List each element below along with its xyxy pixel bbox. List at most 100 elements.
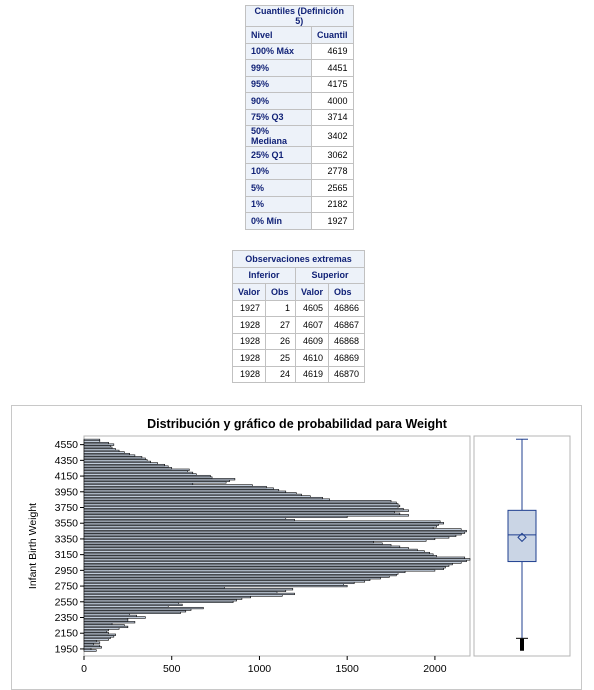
quantile-row: 95% 4175 [245, 75, 354, 93]
x-tick-label: 2000 [423, 663, 447, 675]
quantile-value: 3714 [311, 108, 354, 126]
quantile-level: 5% [245, 179, 312, 197]
extremes-upper-label: Superior [295, 266, 366, 284]
quantile-row: 90% 4000 [245, 92, 354, 110]
x-tick-label: 1000 [248, 663, 272, 675]
quantile-level: 25% Q1 [245, 146, 312, 164]
extremes-col-low-obs: Obs [265, 283, 297, 301]
quantile-row: 99% 4451 [245, 59, 354, 77]
quantile-level: 95% [245, 75, 312, 93]
y-tick-label: 2350 [55, 612, 79, 624]
y-tick-label: 3750 [55, 502, 79, 514]
extremes-table: Observaciones extremas Inferior Superior… [231, 250, 366, 383]
extremes-col-high-value: Valor [295, 283, 330, 301]
extreme-high-obs: 46870 [328, 365, 366, 383]
quantile-level: 100% Máx [245, 42, 312, 60]
y-tick-label: 4350 [55, 455, 79, 467]
quantile-value: 3402 [311, 125, 354, 147]
quantiles-col-level: Nivel [245, 26, 312, 44]
y-tick-label: 3950 [55, 486, 79, 498]
x-tick-label: 500 [163, 663, 181, 675]
quantile-level: 10% [245, 162, 312, 180]
quantile-value: 1927 [311, 212, 354, 230]
quantile-value: 3062 [311, 146, 354, 164]
extreme-high-obs: 46868 [328, 332, 366, 350]
y-tick-label: 4150 [55, 471, 79, 483]
quantiles-title: Cuantiles (Definición 5) [245, 5, 354, 27]
quantile-row: 50% Mediana 3402 [245, 125, 354, 147]
quantile-row: 10% 2778 [245, 162, 354, 180]
extreme-row: 1928 27 4607 46867 [231, 316, 366, 334]
extreme-low-value: 1927 [231, 299, 267, 317]
quantile-row: 75% Q3 3714 [245, 108, 354, 126]
boxplot-mean-marker [517, 532, 527, 543]
histogram-bar [83, 438, 101, 442]
extreme-low-value: 1928 [231, 332, 267, 350]
quantiles-col-value: Cuantil [311, 26, 354, 44]
extreme-high-value: 4609 [295, 332, 330, 350]
quantile-level: 0% Mín [245, 212, 312, 230]
extreme-low-obs: 24 [265, 365, 297, 383]
extreme-low-obs: 25 [265, 349, 297, 367]
quantile-value: 4175 [311, 75, 354, 93]
extreme-row: 1928 24 4619 46870 [231, 365, 366, 383]
extreme-high-value: 4605 [295, 299, 330, 317]
extreme-high-obs: 46866 [328, 299, 366, 317]
extremes-col-high-obs: Obs [328, 283, 366, 301]
extreme-high-obs: 46869 [328, 349, 366, 367]
quantile-level: 99% [245, 59, 312, 77]
extreme-low-obs: 1 [265, 299, 297, 317]
boxplot [507, 438, 537, 651]
extreme-low-value: 1928 [231, 365, 267, 383]
extreme-low-value: 1928 [231, 316, 267, 334]
quantile-level: 1% [245, 195, 312, 213]
histogram-boxplot-chart: Distribución y gráfico de probabilidad p… [27, 417, 571, 675]
y-tick-label: 3350 [55, 533, 79, 545]
quantile-row: 100% Máx 4619 [245, 42, 354, 60]
y-tick-label: 4550 [55, 439, 79, 451]
boxplot-outliers [520, 638, 524, 651]
boxplot-plot-area [473, 435, 571, 657]
quantile-row: 25% Q1 3062 [245, 146, 354, 164]
extreme-row: 1928 25 4610 46869 [231, 349, 366, 367]
boxplot-box [507, 509, 537, 563]
chart-title: Distribución y gráfico de probabilidad p… [147, 417, 448, 431]
x-axis: 0 500 1000 1500 2000 [81, 656, 447, 675]
quantile-value: 2182 [311, 195, 354, 213]
quantile-value: 2778 [311, 162, 354, 180]
quantile-value: 4619 [311, 42, 354, 60]
y-tick-label: 2950 [55, 565, 79, 577]
y-axis-label: Infant Birth Weight [27, 503, 39, 589]
y-tick-label: 3150 [55, 549, 79, 561]
y-tick-label: 1950 [55, 643, 79, 655]
extreme-row: 1928 26 4609 46868 [231, 332, 366, 350]
quantile-row: 1% 2182 [245, 195, 354, 213]
quantiles-table: Cuantiles (Definición 5) Nivel Cuantil 1… [245, 5, 354, 230]
extreme-high-obs: 46867 [328, 316, 366, 334]
quantile-value: 2565 [311, 179, 354, 197]
x-tick-label: 1500 [336, 663, 360, 675]
x-tick-label: 0 [81, 663, 87, 675]
extreme-low-obs: 26 [265, 332, 297, 350]
y-axis: 1950 2150 2350 2550 2750 2950 3150 3350 3550 3750… [55, 439, 84, 655]
quantile-row: 0% Mín 1927 [245, 212, 354, 230]
extremes-lower-label: Inferior [231, 266, 297, 284]
extreme-high-value: 4619 [295, 365, 330, 383]
quantile-level: 50% Mediana [245, 125, 312, 147]
histogram-bars [83, 438, 471, 652]
extreme-row: 1927 1 4605 46866 [231, 299, 366, 317]
extreme-low-value: 1928 [231, 349, 267, 367]
y-tick-label: 2150 [55, 628, 79, 640]
quantile-level: 90% [245, 92, 312, 110]
quantile-value: 4000 [311, 92, 354, 110]
quantile-value: 4451 [311, 59, 354, 77]
y-tick-label: 3550 [55, 518, 79, 530]
y-tick-label: 2750 [55, 581, 79, 593]
extremes-col-low-value: Valor [231, 283, 267, 301]
extremes-title: Observaciones extremas [231, 250, 366, 268]
extreme-low-obs: 27 [265, 316, 297, 334]
quantile-row: 5% 2565 [245, 179, 354, 197]
y-tick-label: 2550 [55, 596, 79, 608]
extreme-high-value: 4607 [295, 316, 330, 334]
quantile-level: 75% Q3 [245, 108, 312, 126]
